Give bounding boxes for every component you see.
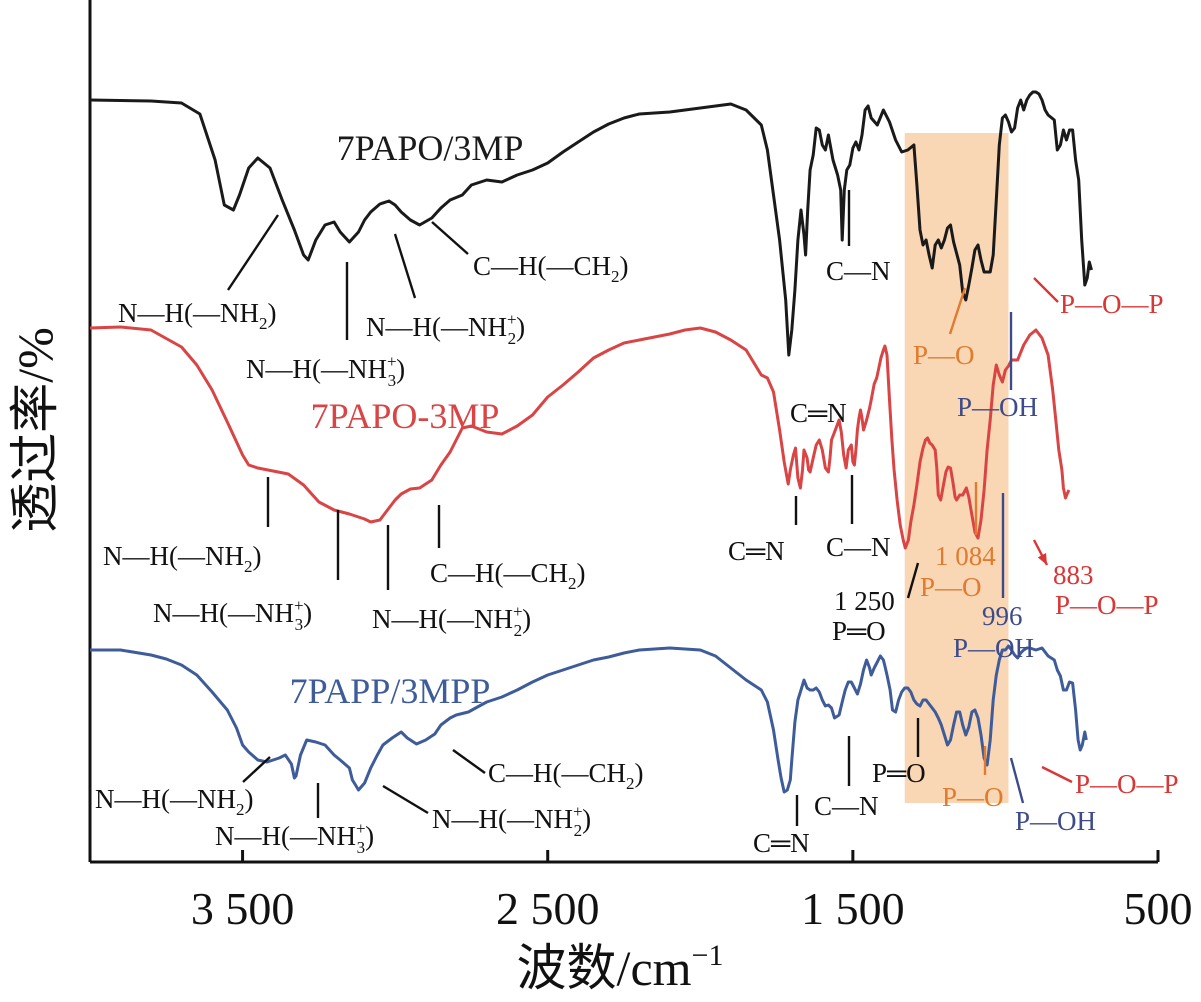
annotation-leader-26 (452, 749, 486, 774)
annotation-label-11: N—H(—NH+ 2) (372, 602, 531, 640)
annotation-label-5: C═N (790, 398, 847, 428)
annotation-tail-9: ) (253, 541, 262, 571)
annotation-sup-25: + (573, 802, 583, 821)
annotation-label-14: C—N (826, 532, 891, 562)
x-tick-label-1: 2 500 (496, 883, 600, 934)
annotation-label-4: C—N (826, 256, 891, 286)
annotation-leader-8 (1033, 277, 1059, 303)
annotation-sub-23: 2 (236, 800, 245, 819)
annotation-sub-25: 2 (574, 821, 583, 840)
x-tick-label-3: 500 (1124, 883, 1193, 934)
annotation-arrowhead-21 (1037, 553, 1047, 565)
annotation-leader-6 (948, 287, 967, 335)
annotation-tail-3: ) (620, 251, 629, 281)
annotation-label-2: N—H(—NH+ 2) (366, 310, 525, 348)
x-tick-label-0: 3 500 (191, 883, 295, 934)
annotation-sub-10: 3 (295, 615, 304, 634)
annotation-sub-12: 2 (568, 574, 577, 593)
annotation-leader-16 (906, 562, 920, 599)
annotation-sup-2: + (507, 310, 517, 329)
annotation-label-22: P—O—P (1055, 590, 1159, 620)
annotation-label-25: N—H(—NH+ 2) (432, 802, 591, 840)
annotation-sub-9: 2 (244, 557, 253, 576)
annotation-sup-24: + (356, 819, 366, 838)
annotation-label-23: N—H(—NH2) (95, 784, 254, 819)
annotation-leader-2 (393, 233, 417, 299)
annotation-label-20: P—OH (953, 633, 1034, 663)
series-label-2: 7PAPP/3MPP (290, 671, 491, 711)
x-axis-title: 波数/cm−1 (517, 939, 724, 996)
annotation-sub-3: 2 (611, 267, 620, 286)
series-line-2 (90, 644, 1088, 794)
y-axis-title: 透过率/% (7, 327, 63, 533)
annotation-label-26: C—H(—CH2) (488, 758, 644, 793)
annotation-label-19: 996 (982, 601, 1023, 631)
annotation-label-17: 1 084 (935, 541, 996, 571)
x-axis-title-sup: −1 (692, 939, 724, 972)
annotation-sub-0: 2 (259, 314, 268, 333)
series-label-1: 7PAPO-3MP (311, 396, 500, 436)
annotation-leader-31 (1009, 757, 1025, 804)
annotation-tail-23: ) (245, 784, 254, 814)
annotation-label-18: P—O (920, 572, 982, 602)
series-label-0: 7PAPO/3MP (337, 128, 524, 168)
annotation-label-9: N—H(—NH2) (103, 541, 262, 576)
annotation-label-31: P—OH (1015, 806, 1096, 836)
annotation-tail-24: ) (365, 821, 374, 851)
annotation-tail-26: ) (635, 758, 644, 788)
annotation-leader-25 (382, 784, 429, 815)
x-tick-label-2: 1 500 (801, 883, 905, 934)
annotation-tail-2: ) (516, 312, 525, 342)
annotation-sub-2: 2 (508, 329, 517, 348)
annotation-sup-11: + (513, 602, 523, 621)
annotation-label-28: C—N (814, 791, 879, 821)
annotation-label-10: N—H(—NH+ 3) (153, 596, 312, 634)
annotation-label-12: C—H(—CH2) (430, 558, 586, 593)
annotation-leader-23 (242, 756, 271, 783)
annotation-sup-1: + (387, 352, 397, 371)
annotation-sub-11: 2 (514, 621, 523, 640)
annotation-leader-3 (431, 221, 469, 255)
annotation-tail-1: ) (396, 354, 405, 384)
annotation-tail-25: ) (582, 804, 591, 834)
annotation-label-29: P═O (872, 758, 926, 788)
annotation-label-0: N—H(—NH2) (118, 298, 277, 333)
annotation-tail-12: ) (577, 558, 586, 588)
annotation-sub-24: 3 (357, 838, 366, 857)
annotation-tail-11: ) (522, 604, 531, 634)
annotation-sup-10: + (294, 596, 304, 615)
annotation-label-3: C—H(—CH2) (473, 251, 629, 286)
annotation-label-27: C═N (753, 828, 810, 858)
annotation-tail-0: ) (268, 298, 277, 328)
annotation-label-15: 1 250 (834, 586, 895, 616)
annotation-label-13: C═N (728, 536, 785, 566)
annotation-label-21: 883 (1053, 560, 1094, 590)
annotation-sub-26: 2 (626, 774, 635, 793)
annotation-label-16: P═O (832, 616, 886, 646)
series-line-0 (89, 90, 1093, 357)
annotation-label-7: P—OH (957, 392, 1038, 422)
annotation-label-24: N—H(—NH+ 3) (215, 819, 374, 857)
annotation-label-32: P—O—P (1075, 769, 1179, 799)
annotation-label-30: P—O (942, 782, 1004, 812)
annotation-leader-32 (1041, 765, 1073, 784)
annotation-sub-1: 3 (388, 371, 397, 390)
annotation-label-8: P—O—P (1060, 289, 1164, 319)
annotation-label-1: N—H(—NH+ 3) (246, 352, 405, 390)
annotation-label-6: P—O (913, 340, 975, 370)
annotation-tail-10: ) (303, 598, 312, 628)
annotation-leader-0 (227, 214, 279, 291)
